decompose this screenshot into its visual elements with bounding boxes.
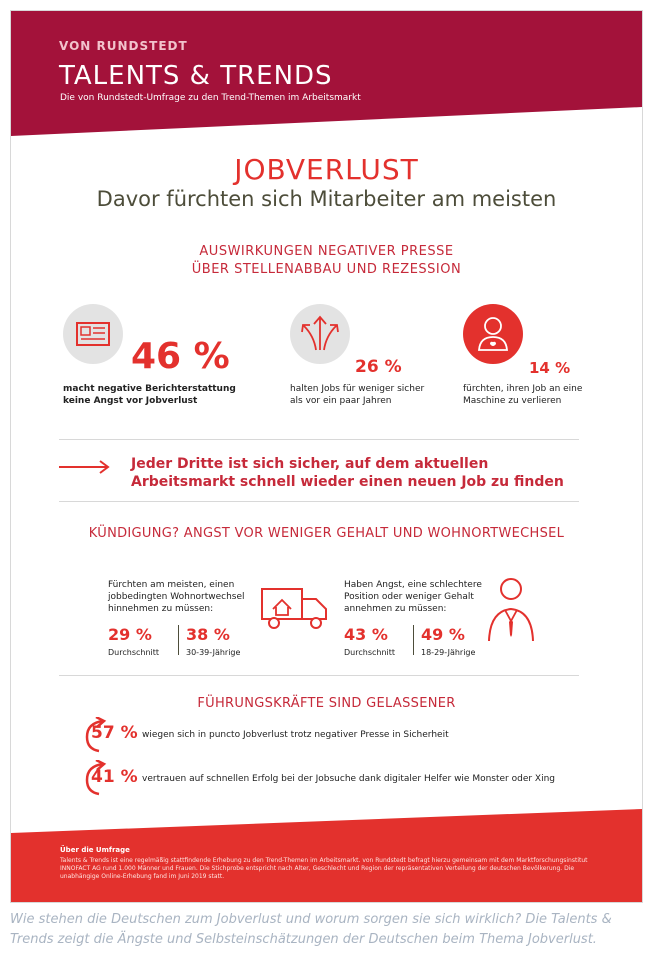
- header-subtitle: Die von Rundstedt-Umfrage zu den Trend-T…: [60, 93, 361, 103]
- brand-logo: VON RUNDSTEDT: [59, 39, 188, 53]
- salary-intro: Haben Angst, eine schlechtere Position o…: [344, 579, 482, 615]
- relocation-average-value: 29 %: [108, 625, 152, 644]
- leaders-41-text: vertrauen auf schnellen Erfolg bei der J…: [142, 774, 556, 784]
- main-subtitle: Davor fürchten sich Mitarbeiter am meist…: [96, 187, 557, 211]
- image-caption: Wie stehen die Deutschen zum Jobverlust …: [10, 912, 612, 947]
- divider: [59, 675, 579, 676]
- moving-truck-icon: [261, 588, 327, 629]
- relocation-intro: Fürchten am meisten, einen jobbedingten …: [108, 579, 245, 615]
- relocation-intro-line2: jobbedingten Wohnortwechsel: [108, 592, 245, 602]
- stat-26-caption-line1: halten Jobs für weniger sicher: [290, 384, 425, 394]
- relocation-30-39-value: 38 %: [186, 625, 230, 644]
- stat-46-value: 46 %: [131, 336, 230, 377]
- salary-average-label: Durchschnitt: [344, 648, 396, 657]
- salary-18-29-value: 49 %: [421, 625, 465, 644]
- salary-average-value: 43 %: [344, 625, 388, 644]
- arrows-icon-circle: [290, 304, 350, 364]
- footer-heading: Über die Umfrage: [60, 846, 130, 854]
- worker-icon-circle: [463, 304, 523, 364]
- relocation-30-39-label: 30-39-Jährige: [186, 648, 241, 657]
- leaders-57-value: 57 %: [91, 723, 138, 743]
- footer-text: Talents & Trends ist eine regelmäßig sta…: [60, 857, 588, 880]
- divider: [59, 439, 579, 440]
- claim-line1: Jeder Dritte ist sich sicher, auf dem ak…: [131, 456, 489, 472]
- separator: [413, 625, 414, 655]
- header-banner: VON RUNDSTEDT TALENTS & TRENDS Die von R…: [11, 11, 642, 136]
- leaders-57-text: wiegen sich in puncto Jobverlust trotz n…: [142, 730, 449, 740]
- arrow-right-icon: [59, 460, 110, 474]
- stat-46-caption: macht negative Berichterstattung keine A…: [63, 383, 236, 407]
- relocation-intro-line1: Fürchten am meisten, einen: [108, 580, 235, 590]
- infographic: VON RUNDSTEDT TALENTS & TRENDS Die von R…: [10, 10, 643, 903]
- stat-26-caption: halten Jobs für weniger sicher als vor e…: [290, 383, 424, 407]
- stat-14-caption-line1: fürchten, ihren Job an eine: [463, 384, 583, 394]
- claim-line2: Arbeitsmarkt schnell wieder einen neuen …: [131, 474, 564, 490]
- stat-14-caption: fürchten, ihren Job an eine Maschine zu …: [463, 383, 582, 407]
- diverging-arrows-icon: [301, 315, 339, 351]
- relocation-average-label: Durchschnitt: [108, 648, 160, 657]
- salary-intro-line2: Position oder weniger Gehalt: [344, 592, 474, 602]
- circular-arrow-icon: [85, 717, 107, 753]
- section1-heading-line1: AUSWIRKUNGEN NEGATIVER PRESSE: [199, 244, 454, 259]
- salary-intro-line1: Haben Angst, eine schlechtere: [344, 580, 482, 590]
- relocation-intro-line3: hinnehmen zu müssen:: [108, 604, 214, 614]
- section1-heading: AUSWIRKUNGEN NEGATIVER PRESSE ÜBER STELL…: [11, 243, 642, 279]
- stat-46-caption-line1: macht negative Berichterstattung: [63, 384, 236, 394]
- stat-14-value: 14 %: [529, 359, 571, 377]
- section2-heading: KÜNDIGUNG? ANGST VOR WENIGER GEHALT UND …: [88, 526, 565, 541]
- header-background: [11, 11, 642, 136]
- main-title: JOBVERLUST: [234, 153, 419, 186]
- claim-text: Jeder Dritte ist sich sicher, auf dem ak…: [131, 455, 564, 491]
- salary-intro-line3: annehmen zu müssen:: [344, 604, 447, 614]
- leaders-41-value: 41 %: [91, 767, 138, 787]
- salary-18-29-label: 18-29-Jährige: [421, 648, 476, 657]
- separator: [178, 625, 179, 655]
- stat-46-caption-line2: keine Angst vor Jobverlust: [63, 396, 198, 406]
- worker-icon: [478, 317, 508, 351]
- businessman-icon: [488, 578, 534, 642]
- divider: [59, 501, 579, 502]
- section1-heading-line2: ÜBER STELLENABBAU UND REZESSION: [191, 262, 462, 277]
- header-title: TALENTS & TRENDS: [59, 61, 333, 91]
- section3-heading: FÜHRUNGSKRÄFTE SIND GELASSENER: [197, 696, 456, 711]
- newspaper-icon: [76, 322, 110, 346]
- stat-26-value: 26 %: [355, 357, 402, 377]
- footer-banner: [11, 809, 642, 902]
- stat-26-caption-line2: als vor ein paar Jahren: [290, 396, 392, 406]
- stat-14-caption-line2: Maschine zu verlieren: [463, 396, 562, 406]
- footer-background: [11, 809, 642, 902]
- newspaper-icon-circle: [63, 304, 123, 364]
- circular-arrow-icon: [85, 760, 107, 796]
